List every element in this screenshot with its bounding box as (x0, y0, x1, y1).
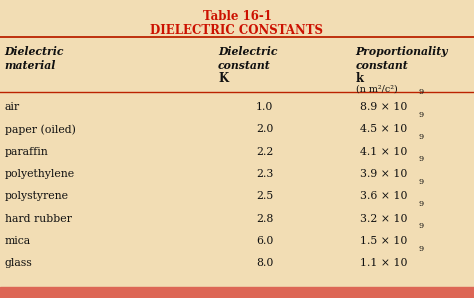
Text: 4.5 × 10: 4.5 × 10 (360, 124, 408, 134)
Text: (n m²/c²): (n m²/c²) (356, 85, 397, 94)
Text: air: air (5, 102, 20, 112)
Text: constant: constant (218, 60, 271, 71)
Text: 9: 9 (419, 178, 424, 186)
Text: paraffin: paraffin (5, 147, 48, 157)
Text: 9: 9 (419, 111, 424, 119)
Text: Table 16-1: Table 16-1 (202, 10, 272, 24)
Text: K: K (218, 72, 228, 85)
Text: 1.1 × 10: 1.1 × 10 (360, 258, 408, 268)
Text: paper (oiled): paper (oiled) (5, 124, 76, 135)
Text: glass: glass (5, 258, 33, 268)
Text: 3.2 × 10: 3.2 × 10 (360, 214, 408, 224)
Text: 9: 9 (419, 200, 424, 208)
Text: hard rubber: hard rubber (5, 214, 72, 224)
Text: polyethylene: polyethylene (5, 169, 75, 179)
Text: constant: constant (356, 60, 408, 71)
Text: mica: mica (5, 236, 31, 246)
Text: 9: 9 (419, 245, 424, 253)
Text: material: material (5, 60, 56, 71)
Text: 8.9 × 10: 8.9 × 10 (360, 102, 408, 112)
Text: 9: 9 (419, 223, 424, 230)
Text: 4.1 × 10: 4.1 × 10 (360, 147, 408, 157)
Text: 9: 9 (419, 156, 424, 163)
Text: 2.0: 2.0 (256, 124, 273, 134)
Text: 6.0: 6.0 (256, 236, 273, 246)
Text: 8.0: 8.0 (256, 258, 273, 268)
Text: polystyrene: polystyrene (5, 191, 69, 201)
Text: 2.3: 2.3 (256, 169, 273, 179)
Text: 2.5: 2.5 (256, 191, 273, 201)
Text: 9: 9 (419, 89, 424, 96)
Text: 1.0: 1.0 (256, 102, 273, 112)
Text: Dielectric: Dielectric (218, 46, 278, 57)
Text: Proportionality: Proportionality (356, 46, 448, 57)
Text: 3.6 × 10: 3.6 × 10 (360, 191, 408, 201)
Text: DIELECTRIC CONSTANTS: DIELECTRIC CONSTANTS (151, 24, 323, 37)
Text: k: k (356, 72, 364, 85)
Text: 2.8: 2.8 (256, 214, 273, 224)
Text: 1.5 × 10: 1.5 × 10 (360, 236, 408, 246)
Text: 2.2: 2.2 (256, 147, 273, 157)
Text: 9: 9 (419, 133, 424, 141)
Text: Dielectric: Dielectric (5, 46, 64, 57)
Text: 3.9 × 10: 3.9 × 10 (360, 169, 408, 179)
